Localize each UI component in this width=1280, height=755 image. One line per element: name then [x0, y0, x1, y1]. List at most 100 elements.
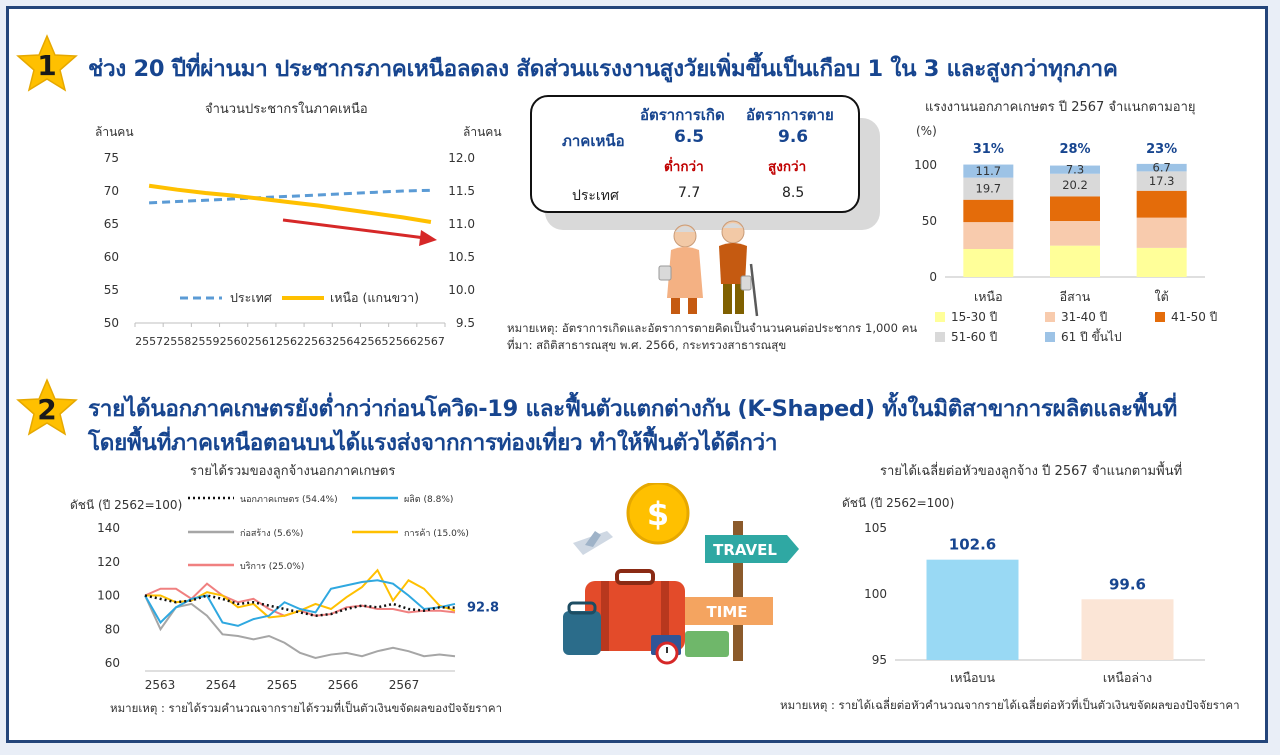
bar-segment-3 [1136, 171, 1187, 191]
y-tick-label: 60 [105, 656, 120, 670]
category-label: ใต้ [1155, 289, 1169, 304]
y-right-tick-label: 12.0 [448, 151, 475, 165]
series-line-3 [145, 568, 456, 619]
row-country-label: ประเทศ [572, 188, 619, 204]
legend-label-0: นอกภาคเกษตร (54.4%) [240, 495, 338, 505]
bar-segment-2 [1136, 190, 1187, 218]
bar-segment-0 [1050, 245, 1100, 277]
chart1-title: จำนวนประชากรในภาคเหนือ [205, 102, 368, 117]
chart3-note: หมายเหตุ : รายได้รวมคำนวณจากรายได้รวมที่… [110, 701, 503, 715]
trend-arrow-head [419, 230, 437, 246]
section2-headline-line1: รายได้นอกภาคเกษตรยังต่ำกว่าก่อนโควิด-19 … [88, 396, 1177, 422]
legend-label-2: 41-50 ปี [1171, 310, 1217, 324]
chart2-title: แรงงานนอกภาคเกษตร ปี 2567 จำแนกตามอายุ [925, 100, 1196, 115]
category-label: เหนือ [974, 289, 1003, 304]
legend-label-3: การค้า (15.0%) [404, 528, 469, 539]
north-death-note: สูงกว่า [768, 159, 807, 175]
legend-label-4: 61 ปี ขึ้นไป [1061, 328, 1122, 344]
y-tick-label: 95 [872, 653, 887, 667]
income-index-chart: 140 120 100 80 60 2563 2564 2565 2566 2567 92.8 นอก… [97, 494, 499, 692]
y-tick-label: 100 [97, 589, 120, 603]
legend-swatch-1 [1045, 312, 1055, 322]
series-line-0 [149, 188, 431, 205]
y-left-tick-label: 55 [104, 283, 119, 297]
segment-value-label: 7.3 [1066, 163, 1084, 177]
x-tick-label: 2560 [220, 335, 248, 348]
bar-top-label: 23% [1146, 142, 1177, 157]
y-right-tick-label: 11.0 [448, 217, 475, 231]
trend-arrow-line [282, 218, 426, 240]
x-tick-label: 2566 [328, 678, 359, 692]
bar-segment-4 [963, 164, 1014, 178]
country-birth-rate: 7.7 [678, 185, 701, 201]
travel-illustration: $ TRAVEL TIME [563, 483, 799, 665]
legend-label-4: บริการ (25.0%) [240, 561, 304, 572]
y-tick-label: 120 [97, 555, 120, 569]
section2-headline-line2: โดยพื้นที่ภาคเหนือตอนบนได้แรงส่งจากการท่… [88, 430, 778, 456]
chart1-ylabel-right: ล้านคน [463, 125, 502, 139]
y-tick-label: 140 [97, 521, 120, 535]
col-death-header: อัตราการตาย [746, 106, 834, 124]
y-right-tick-label: 10.0 [448, 283, 475, 297]
legend-label-2: ก่อสร้าง (5.6%) [240, 528, 303, 539]
segment-value-label: 17.3 [1149, 174, 1175, 188]
y-right-tick-label: 11.5 [448, 184, 475, 198]
star-icon-2: 2 [16, 378, 78, 436]
y-left-tick-label: 65 [104, 217, 119, 231]
travel-sign-text: TRAVEL [713, 541, 777, 559]
elderly-couple-illustration [658, 220, 759, 317]
bar-top-label: 28% [1059, 142, 1090, 157]
y-tick-label: 80 [105, 622, 120, 636]
north-death-rate: 9.6 [778, 127, 809, 147]
bar-segment-0 [963, 249, 1014, 277]
bar-segment-2 [1050, 196, 1100, 221]
legend-label-0: 15-30 ปี [951, 310, 997, 324]
x-tick-label: 2558 [163, 335, 191, 348]
bar-segment-4 [1050, 165, 1100, 174]
chart2-ylabel: (%) [916, 124, 937, 138]
x-tick-label: 2557 [135, 335, 163, 348]
rates-source: ที่มา: สถิติสาธารณสุข พ.ศ. 2566, กระทรวง… [507, 338, 787, 352]
bar-segment-3 [1050, 173, 1100, 197]
x-tick-label: 2561 [248, 335, 276, 348]
segment-value-label: 20.2 [1062, 178, 1088, 192]
segment-value-label: 6.7 [1153, 161, 1171, 175]
legend-label-3: 51-60 ปี [951, 330, 997, 344]
y-tick-label: 105 [864, 521, 887, 535]
legend-label-1: ผลิต (8.8%) [404, 494, 453, 505]
section2-number: 2 [37, 393, 56, 426]
category-label: อีสาน [1060, 289, 1091, 304]
x-tick-label: 2565 [361, 335, 389, 348]
row-north-label: ภาคเหนือ [562, 132, 625, 150]
rate-box: อัตราการเกิด อัตราการตาย ภาคเหนือ 6.5 9.… [530, 95, 860, 213]
category-label: เหนือล่าง [1103, 670, 1152, 685]
y-tick-label: 50 [922, 214, 937, 228]
chart3-title: รายได้รวมของลูกจ้างนอกภาคเกษตร [190, 464, 396, 479]
bar-segment-1 [1136, 217, 1187, 248]
category-label: เหนือบน [950, 670, 995, 685]
series-line-1 [144, 579, 456, 627]
x-tick-label: 2565 [267, 678, 298, 692]
y-left-tick-label: 70 [104, 184, 119, 198]
bar-segment-0 [1136, 247, 1187, 277]
x-tick-label: 2564 [332, 335, 360, 348]
legend-swatch-2 [1155, 312, 1165, 322]
x-tick-label: 2567 [389, 678, 420, 692]
coin-symbol: $ [647, 495, 669, 533]
time-sign-text: TIME [707, 603, 748, 621]
bar-segment-2 [963, 199, 1014, 223]
x-tick-label: 2563 [304, 335, 332, 348]
legend-swatch-4 [1045, 332, 1055, 342]
chart1-ylabel-left: ล้านคน [95, 125, 134, 139]
bar [926, 559, 1019, 660]
bar [1081, 599, 1174, 660]
star-icon-1: 1 [16, 34, 78, 92]
end-value-label: 92.8 [467, 601, 499, 616]
segment-value-label: 19.7 [976, 182, 1002, 196]
y-tick-label: 100 [864, 587, 887, 601]
y-left-tick-label: 60 [104, 250, 119, 264]
y-tick-label: 0 [929, 270, 937, 284]
y-left-tick-label: 75 [104, 151, 119, 165]
bar-segment-1 [1050, 221, 1100, 246]
